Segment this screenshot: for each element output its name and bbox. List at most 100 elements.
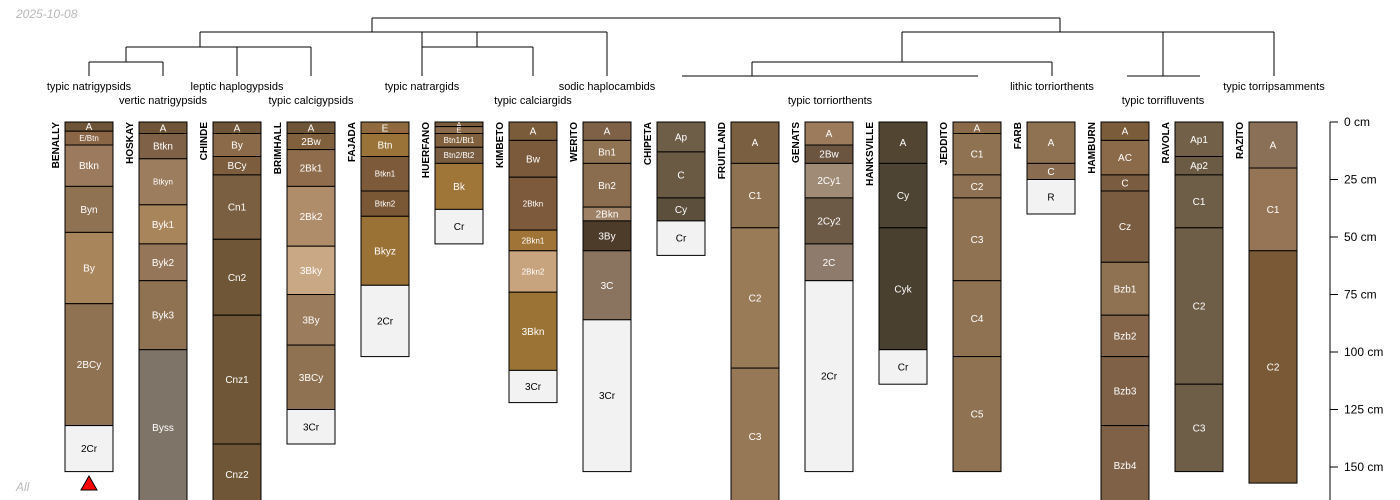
horizon-label: Cr	[454, 222, 465, 233]
taxa-label: typic torriorthents	[788, 95, 873, 107]
horizon-label: Btn1/Bt1	[444, 136, 475, 145]
profile-id-label: WERITO	[569, 122, 580, 162]
horizon-label: 2BCy	[77, 360, 101, 371]
horizon-label: 2Bkn	[596, 210, 619, 221]
horizon-block	[64, 303, 114, 427]
horizon-label: R	[1047, 192, 1054, 203]
horizon-label: By	[83, 264, 95, 275]
horizon-label: Bzb3	[1114, 387, 1137, 398]
horizon-block	[730, 121, 780, 164]
horizon-block	[952, 133, 1002, 176]
horizon-block	[952, 280, 1002, 358]
horizon-label: C1	[749, 191, 762, 202]
horizon-label: C5	[971, 410, 984, 421]
horizon-label: Byss	[152, 423, 174, 434]
horizon-label: Cyk	[894, 284, 912, 295]
horizon-label: A	[234, 123, 241, 134]
horizon-block	[1248, 250, 1298, 484]
taxa-labels: typic natrigypsids vertic natrigypsids lep…	[47, 81, 1325, 107]
horizon-label: C2	[1267, 362, 1280, 373]
horizon-label: A	[604, 127, 611, 138]
taxa-label: typic natrigypsids	[47, 81, 132, 93]
horizon-label: Ap2	[1190, 161, 1208, 172]
horizon-block	[878, 227, 928, 351]
horizon-block	[212, 174, 262, 240]
horizon-label: Bzb1	[1114, 284, 1137, 295]
horizon-block	[878, 349, 928, 385]
taxa-label: sodic haplocambids	[559, 81, 656, 93]
horizon-label: C2	[1193, 302, 1206, 313]
horizon-label: Cnz2	[225, 470, 249, 481]
horizon-label: Bw	[526, 154, 541, 165]
horizon-block	[286, 185, 336, 247]
dendrogram	[88, 17, 1275, 77]
depth-marker-icon	[80, 474, 98, 491]
profile-chipeta: CHIPETA Ap C Cy Cr	[643, 121, 706, 256]
horizon-label: A	[900, 138, 907, 149]
horizon-label: Bn2	[598, 181, 616, 192]
horizon-block	[804, 162, 854, 199]
horizon-block	[434, 208, 484, 245]
horizon-label: 2Bkn2	[522, 267, 545, 276]
footer-label: All	[16, 480, 30, 494]
horizon-label: Cr	[676, 234, 687, 245]
profile-id-label: JEDDITO	[939, 122, 950, 165]
taxa-label: leptic haplogypsids	[191, 81, 284, 93]
horizon-block	[508, 139, 558, 178]
horizon-label: Bkyz	[374, 246, 396, 257]
horizon-block	[582, 319, 632, 473]
horizon-block	[138, 158, 188, 206]
profile-id-label: RAVOLA	[1161, 122, 1172, 163]
horizon-label: 2Cr	[821, 372, 838, 383]
profile-id-label: HUERFANO	[421, 122, 432, 178]
horizon-block	[1026, 179, 1076, 215]
horizon-label: Byk1	[152, 220, 175, 231]
profile-brimhall: BRIMHALL A 2Bw 2Bk1 2Bk2 3Bky 3By 3BCy 3Cr	[273, 121, 336, 445]
horizon-block	[1100, 425, 1150, 500]
horizon-label: C4	[971, 314, 984, 325]
horizon-label: C3	[749, 432, 762, 443]
horizon-label: By	[231, 141, 243, 152]
horizon-label: Cr	[898, 362, 909, 373]
depth-tick-label: 150 cm	[1344, 460, 1383, 474]
horizon-label: A	[826, 129, 833, 140]
horizon-label: A	[160, 123, 167, 134]
profile-id-label: CHINDE	[199, 122, 210, 161]
horizon-label: C2	[971, 182, 984, 193]
profile-id-label: BRIMHALL	[273, 122, 284, 174]
horizon-block	[804, 280, 854, 473]
horizon-label: A	[1122, 127, 1129, 138]
horizon-label: C3	[1193, 423, 1206, 434]
profile-ravola: RAVOLA Ap1 Ap2 C1 C2 C3	[1161, 121, 1224, 473]
profile-hanksville: HANKSVILLE A Cy Cyk Cr	[865, 121, 928, 385]
horizon-label: E	[382, 123, 389, 134]
horizon-label: A	[86, 122, 93, 133]
horizon-label: Btkn	[79, 161, 99, 172]
profile-farb: FARB A C R	[1013, 121, 1076, 215]
horizon-label: Cy	[897, 191, 909, 202]
depth-axis: 0 cm 25 cm 50 cm 75 cm 100 cm 125 cm 150 cm	[1329, 115, 1383, 500]
horizon-block	[508, 176, 558, 231]
horizon-label: C1	[1193, 197, 1206, 208]
taxa-label: lithic torriorthents	[1010, 81, 1094, 93]
horizon-label: 3Cr	[525, 382, 542, 393]
horizon-label: Ap1	[1190, 135, 1208, 146]
profile-jeddito: JEDDITO A C1 C2 C3 C4 C5	[939, 121, 1002, 473]
horizon-label: Bn1	[598, 147, 616, 158]
horizon-label: 2Cy1	[817, 176, 841, 187]
horizon-block	[508, 369, 558, 404]
horizon-block	[1100, 190, 1150, 263]
horizon-label: 3By	[302, 315, 319, 326]
taxa-label: typic torrifluvents	[1122, 95, 1205, 107]
taxa-label: typic torripsamments	[1223, 81, 1325, 93]
horizon-block	[656, 151, 706, 199]
horizon-block	[582, 250, 632, 321]
horizon-label: A	[1270, 141, 1277, 152]
depth-tick-label: 0 cm	[1344, 115, 1370, 129]
horizon-label: Bzb2	[1114, 331, 1137, 342]
taxa-label: typic calcigypsids	[269, 95, 354, 107]
horizon-block	[138, 349, 188, 500]
horizon-label: Cn2	[228, 273, 247, 284]
